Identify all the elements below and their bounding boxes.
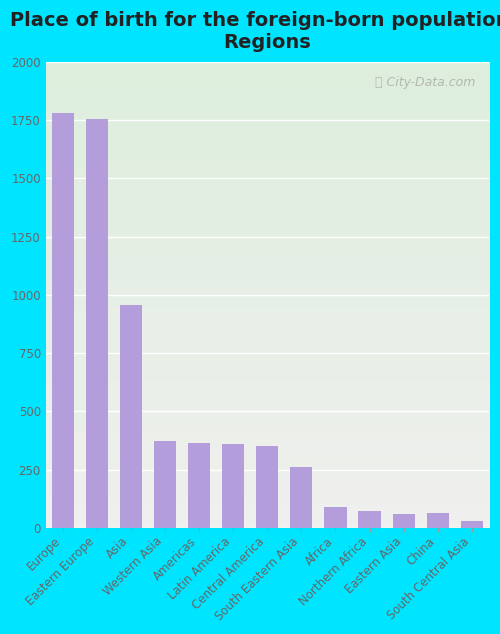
Title: Place of birth for the foreign-born population -
Regions: Place of birth for the foreign-born popu… — [10, 11, 500, 52]
Bar — [86, 119, 108, 528]
Bar — [256, 446, 278, 528]
Bar — [52, 113, 74, 528]
Bar — [154, 441, 176, 528]
Bar — [461, 521, 483, 528]
Bar — [358, 511, 380, 528]
Text: ⓘ City-Data.com: ⓘ City-Data.com — [375, 76, 476, 89]
Bar — [426, 514, 449, 528]
Bar — [324, 507, 346, 528]
Bar — [222, 444, 244, 528]
Bar — [120, 306, 142, 528]
Bar — [392, 514, 414, 528]
Bar — [188, 443, 210, 528]
Bar — [290, 467, 312, 528]
